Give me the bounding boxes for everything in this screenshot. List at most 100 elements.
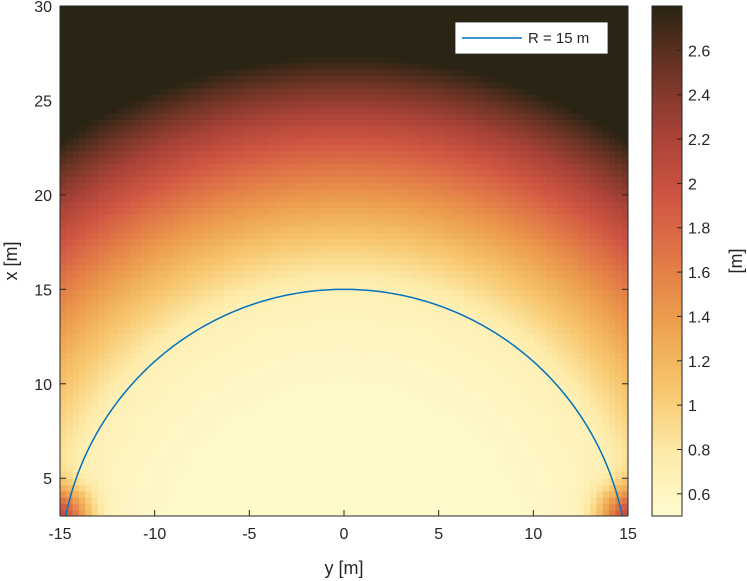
- heatmap-cell: [78, 490, 86, 498]
- heatmap-cell: [236, 471, 244, 479]
- heatmap-cell: [362, 408, 370, 416]
- heatmap-cell: [413, 194, 421, 202]
- heatmap-cell: [293, 264, 301, 272]
- heatmap-cell: [558, 295, 566, 303]
- heatmap-cell: [577, 264, 585, 272]
- heatmap-cell: [186, 301, 194, 309]
- heatmap-cell: [583, 434, 591, 442]
- heatmap-cell: [375, 421, 383, 429]
- heatmap-cell: [457, 471, 465, 479]
- heatmap-cell: [432, 453, 440, 460]
- heatmap-cell: [375, 396, 383, 404]
- heatmap-cell: [533, 390, 541, 397]
- heatmap-cell: [533, 251, 541, 259]
- heatmap-cell: [552, 245, 560, 253]
- heatmap-cell: [192, 245, 200, 253]
- heatmap-cell: [104, 408, 112, 416]
- heatmap-cell: [463, 358, 471, 366]
- heatmap-cell: [268, 408, 276, 416]
- heatmap-cell: [344, 358, 351, 366]
- heatmap-cell: [432, 320, 440, 328]
- heatmap-cell: [91, 182, 99, 190]
- heatmap-cell: [463, 509, 471, 516]
- heatmap-cell: [564, 295, 572, 303]
- heatmap-cell: [362, 440, 370, 448]
- heatmap-cell: [236, 333, 244, 341]
- heatmap-cell: [72, 390, 80, 397]
- heatmap-cell: [621, 484, 628, 492]
- heatmap-cell: [123, 232, 131, 240]
- heatmap-cell: [123, 484, 131, 492]
- heatmap-cell: [444, 509, 452, 516]
- heatmap-cell: [508, 245, 515, 253]
- heatmap-cell: [356, 245, 364, 253]
- heatmap-cell: [85, 270, 93, 278]
- heatmap-cell: [558, 314, 566, 322]
- heatmap-cell: [217, 377, 225, 385]
- heatmap-cell: [72, 490, 80, 498]
- heatmap-cell: [160, 427, 168, 435]
- heatmap-cell: [438, 276, 446, 284]
- heatmap-cell: [413, 377, 421, 385]
- heatmap-cell: [590, 238, 598, 246]
- heatmap-cell: [293, 408, 301, 416]
- heatmap-cell: [571, 346, 579, 353]
- heatmap-cell: [400, 490, 408, 498]
- heatmap-cell: [609, 283, 616, 290]
- heatmap-cell: [97, 295, 105, 303]
- heatmap-cell: [596, 364, 604, 372]
- heatmap-cell: [362, 320, 370, 328]
- heatmap-cell: [148, 207, 156, 215]
- heatmap-cell: [78, 434, 86, 442]
- heatmap-cell: [104, 320, 112, 328]
- heatmap-cell: [609, 415, 616, 423]
- heatmap-cell: [299, 232, 307, 240]
- heatmap-cell: [451, 188, 459, 196]
- heatmap-cell: [350, 308, 358, 316]
- heatmap-cell: [135, 459, 143, 467]
- heatmap-cell: [407, 459, 415, 467]
- heatmap-cell: [230, 364, 238, 372]
- heatmap-cell: [268, 427, 276, 435]
- heatmap-cell: [97, 320, 105, 328]
- heatmap-cell: [142, 377, 149, 385]
- heatmap-cell: [413, 358, 421, 366]
- heatmap-cell: [438, 188, 446, 196]
- heatmap-cell: [621, 257, 628, 265]
- heatmap-cell: [375, 182, 383, 190]
- heatmap-cell: [261, 213, 269, 221]
- heatmap-cell: [609, 220, 616, 227]
- heatmap-cell: [482, 459, 490, 467]
- heatmap-cell: [142, 207, 149, 215]
- heatmap-cell: [362, 371, 370, 379]
- heatmap-cell: [224, 207, 231, 215]
- heatmap-cell: [129, 453, 137, 460]
- heatmap-cell: [545, 434, 553, 442]
- heatmap-cell: [394, 440, 402, 448]
- heatmap-cell: [438, 333, 446, 341]
- heatmap-cell: [590, 314, 598, 322]
- heatmap-cell: [142, 182, 149, 190]
- heatmap-cell: [508, 446, 515, 454]
- heatmap-cell: [602, 182, 610, 190]
- heatmap-cell: [400, 421, 408, 429]
- heatmap-cell: [160, 295, 168, 303]
- heatmap-cell: [362, 289, 370, 297]
- heatmap-cell: [97, 453, 105, 460]
- heatmap-cell: [489, 213, 497, 221]
- heatmap-cell: [375, 257, 383, 265]
- heatmap-cell: [160, 194, 168, 202]
- heatmap-cell: [400, 478, 408, 486]
- heatmap-cell: [224, 465, 231, 473]
- heatmap-cell: [135, 402, 143, 410]
- heatmap-cell: [356, 213, 364, 221]
- heatmap-cell: [331, 415, 339, 423]
- heatmap-cell: [621, 289, 628, 297]
- heatmap-cell: [362, 358, 370, 366]
- heatmap-cell: [78, 421, 86, 429]
- heatmap-cell: [609, 226, 616, 234]
- heatmap-cell: [154, 509, 162, 516]
- heatmap-cell: [615, 446, 623, 454]
- heatmap-cell: [312, 333, 320, 341]
- heatmap-cell: [407, 314, 415, 322]
